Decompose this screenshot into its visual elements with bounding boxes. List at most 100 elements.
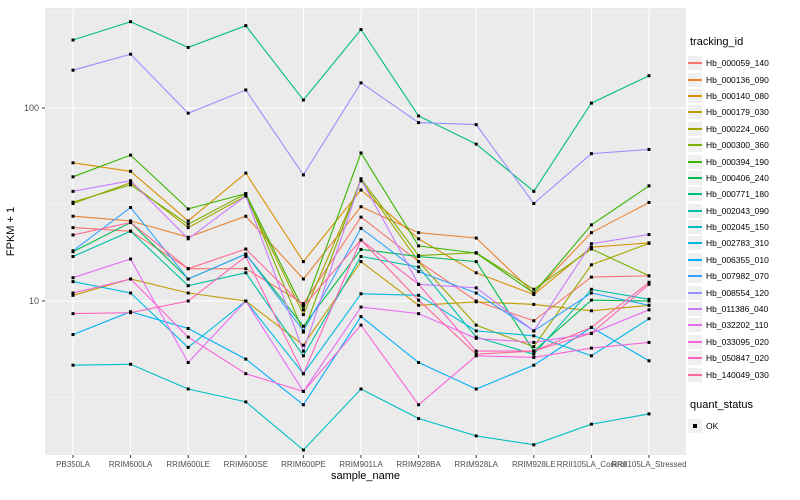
data-point: [186, 284, 190, 288]
data-point: [301, 98, 305, 102]
data-point: [647, 299, 651, 303]
data-point: [71, 333, 75, 337]
legend-key: [688, 252, 702, 267]
legend-color-line-icon: [688, 94, 702, 97]
legend-entry: Hb_000394_190: [688, 153, 800, 169]
legend-color-line-icon: [688, 357, 702, 360]
data-point: [417, 403, 421, 407]
data-point: [647, 297, 651, 301]
data-point: [129, 219, 133, 223]
legend-entry: Hb_002043_090: [688, 203, 800, 219]
legend-entry-label: Hb_008554_120: [706, 287, 769, 298]
data-point: [474, 349, 478, 353]
data-point: [244, 372, 248, 376]
legend-key: [688, 351, 702, 366]
y-tick-label: 10: [29, 296, 39, 306]
data-point: [359, 81, 363, 85]
data-point: [417, 244, 421, 248]
data-point: [71, 161, 75, 165]
data-point: [71, 38, 75, 42]
y-tick-label: 100: [24, 103, 39, 113]
legend-entry: Hb_000300_360: [688, 137, 800, 153]
data-point: [71, 312, 75, 316]
data-point: [186, 327, 190, 331]
data-point: [474, 236, 478, 240]
legend-key: [688, 56, 702, 71]
legend-entry-label: Hb_002043_090: [706, 205, 769, 216]
data-point: [589, 422, 593, 426]
data-point: [589, 231, 593, 235]
x-tick-label: RRIM928BA: [396, 460, 441, 469]
data-point: [532, 319, 536, 323]
legend-key: [688, 121, 702, 136]
data-point: [186, 335, 190, 339]
legend-entry: Hb_050847_020: [688, 350, 800, 366]
legend-color-line-icon: [688, 242, 702, 245]
data-point: [301, 324, 305, 328]
legend-color-line-icon: [688, 209, 702, 212]
data-point: [532, 202, 536, 206]
data-point: [647, 233, 651, 237]
data-point: [647, 200, 651, 204]
data-point: [301, 389, 305, 393]
x-tick-label: RRIM600LA: [109, 460, 153, 469]
data-point: [129, 169, 133, 173]
legend-key: [688, 334, 702, 349]
legend-entry-label: Hb_000224_060: [706, 123, 769, 134]
data-point: [589, 275, 593, 279]
legend-key: [688, 187, 702, 202]
data-point: [359, 238, 363, 242]
data-point: [417, 121, 421, 125]
data-point: [417, 260, 421, 264]
data-point: [417, 231, 421, 235]
data-point: [532, 287, 536, 291]
legend-color-line-icon: [688, 78, 702, 81]
data-point: [474, 142, 478, 146]
legend-entry: Hb_000059_140: [688, 55, 800, 71]
data-point: [474, 251, 478, 255]
data-point: [647, 359, 651, 363]
data-point: [647, 340, 651, 344]
data-point: [71, 255, 75, 259]
data-point: [532, 340, 536, 344]
data-point: [589, 325, 593, 329]
data-point: [129, 221, 133, 225]
data-point: [532, 329, 536, 333]
data-point: [647, 412, 651, 416]
data-point: [71, 175, 75, 179]
legend-key: [688, 302, 702, 317]
data-point: [71, 226, 75, 230]
data-point: [359, 151, 363, 155]
data-point: [417, 298, 421, 302]
data-point: [186, 235, 190, 239]
legend-color-line-icon: [688, 340, 702, 343]
data-point: [359, 292, 363, 296]
data-point: [532, 291, 536, 295]
data-point: [589, 247, 593, 251]
legend-shape-block: quant_status OK: [688, 399, 800, 434]
legend-color-line-icon: [688, 127, 702, 130]
legend-entry-label: Hb_000179_030: [706, 107, 769, 118]
data-point: [474, 354, 478, 358]
data-point: [589, 287, 593, 291]
data-point: [359, 247, 363, 251]
data-point: [186, 222, 190, 226]
x-tick-label: RRII105LA_Stressed: [611, 460, 686, 469]
legend-color-title: tracking_id: [690, 36, 744, 48]
legend-entry: Hb_140049_030: [688, 366, 800, 382]
data-point: [417, 282, 421, 286]
data-point: [129, 181, 133, 185]
data-point: [186, 345, 190, 349]
legend-entry-label: Hb_006355_010: [706, 254, 769, 265]
data-point: [589, 263, 593, 267]
y-axis-title: FPKM + 1: [5, 207, 17, 256]
data-point: [186, 361, 190, 365]
data-point: [417, 293, 421, 297]
data-point: [359, 255, 363, 259]
data-point: [71, 280, 75, 284]
data-point: [417, 312, 421, 316]
data-point: [417, 237, 421, 241]
data-point: [359, 323, 363, 327]
data-point: [647, 147, 651, 151]
legend-shape-title: quant_status: [690, 398, 753, 411]
